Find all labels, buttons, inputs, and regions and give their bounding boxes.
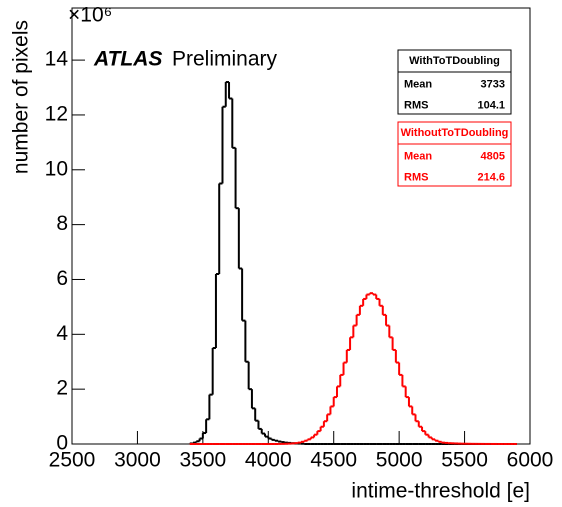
x-tick-label: 2500 xyxy=(49,449,96,472)
stat-label: Mean xyxy=(404,78,432,90)
x-tick-label: 4000 xyxy=(245,449,292,472)
stat-label: RMS xyxy=(404,171,428,183)
stats-box xyxy=(397,121,512,187)
atlas-label: ATLAS xyxy=(93,48,162,71)
stat-label: Mean xyxy=(404,150,432,162)
y-multiplier: ×10⁶ xyxy=(68,4,112,27)
stat-value: 4805 xyxy=(481,150,505,162)
y-tick-label: 14 xyxy=(45,48,69,71)
legend-entry: WithToTDoubling xyxy=(409,55,500,67)
x-tick-label: 5500 xyxy=(441,449,488,472)
legend-entry: WithoutToTDoubling xyxy=(401,127,509,139)
stat-value: 3733 xyxy=(481,78,505,90)
preliminary-label: Preliminary xyxy=(172,48,278,71)
y-tick-label: 6 xyxy=(56,267,68,290)
stat-label: RMS xyxy=(404,99,428,111)
x-tick-label: 5000 xyxy=(376,449,423,472)
y-axis-title: number of pixels xyxy=(10,20,33,174)
y-tick-label: 2 xyxy=(56,377,68,400)
y-tick-label: 8 xyxy=(56,212,68,235)
x-tick-label: 3000 xyxy=(114,449,161,472)
x-axis-title: intime-threshold [e] xyxy=(351,480,530,503)
y-tick-label: 12 xyxy=(45,102,68,125)
y-tick-label: 0 xyxy=(56,432,68,455)
y-tick-label: 4 xyxy=(56,322,68,345)
x-tick-label: 3500 xyxy=(179,449,226,472)
y-tick-label: 10 xyxy=(45,157,68,180)
x-tick-label: 4500 xyxy=(310,449,357,472)
x-tick-label: 6000 xyxy=(507,449,554,472)
stat-value: 104.1 xyxy=(477,99,505,111)
stat-value: 214.6 xyxy=(477,171,505,183)
stats-box xyxy=(397,49,512,115)
